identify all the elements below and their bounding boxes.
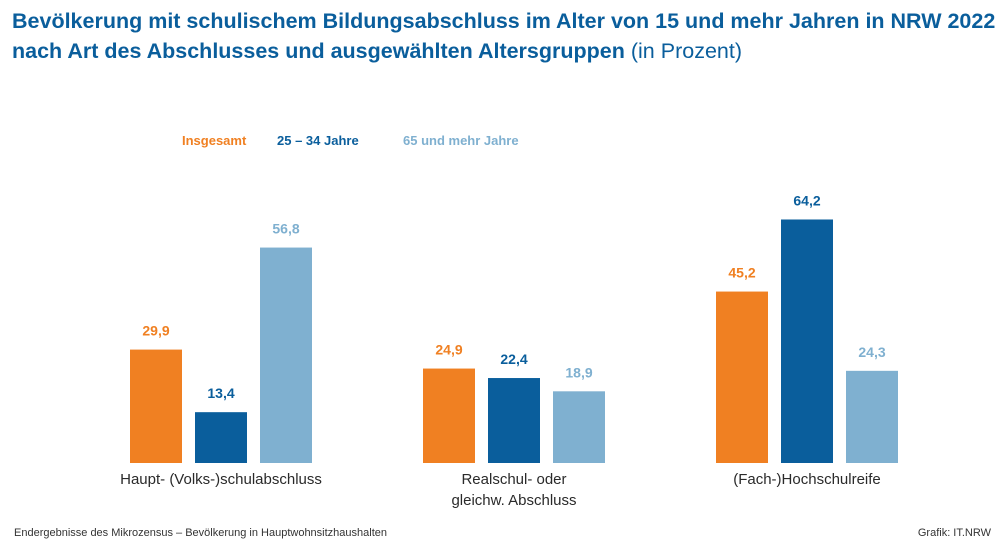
bar-3-1 <box>260 247 312 463</box>
bar-3-2 <box>553 391 605 463</box>
legend-item-65-plus: 65 und mehr Jahre <box>403 133 519 148</box>
legend-item-insgesamt: Insgesamt <box>182 133 247 148</box>
bar-2-3 <box>781 219 833 463</box>
category-label-3: (Fach-)Hochschulreife <box>733 471 881 488</box>
legend-item-25-34: 25 – 34 Jahre <box>277 133 359 148</box>
chart-title-main: Bevölkerung mit schulischem Bildungsabsc… <box>12 9 996 63</box>
bar-2-1 <box>195 412 247 463</box>
category-label-2: Realschul- oder gleichw. Abschluss <box>451 471 576 509</box>
data-label-1-1: 29,9 <box>142 323 169 339</box>
data-label-3-3: 24,3 <box>858 344 885 360</box>
footer-source: Endergebnisse des Mikrozensus – Bevölker… <box>14 527 388 539</box>
bar-2-2 <box>488 378 540 463</box>
data-label-1-3: 45,2 <box>728 265 755 281</box>
chart-title-unit: (in Prozent) <box>630 39 742 63</box>
bar-1-3 <box>716 291 768 463</box>
data-label-3-1: 56,8 <box>272 221 299 237</box>
bar-1-2 <box>423 368 475 463</box>
data-label-1-2: 24,9 <box>435 342 462 358</box>
footer-credit: Grafik: IT.NRW <box>917 527 991 539</box>
data-label-2-1: 13,4 <box>207 385 234 401</box>
category-label-1: Haupt- (Volks-)schulabschluss <box>120 471 322 488</box>
bar-1-1 <box>130 349 182 463</box>
data-label-2-3: 64,2 <box>793 192 820 208</box>
bar-3-3 <box>846 370 898 463</box>
data-label-3-2: 18,9 <box>565 364 592 380</box>
data-label-2-2: 22,4 <box>500 351 527 367</box>
chart-title: Bevölkerung mit schulischem Bildungsabsc… <box>12 6 999 66</box>
